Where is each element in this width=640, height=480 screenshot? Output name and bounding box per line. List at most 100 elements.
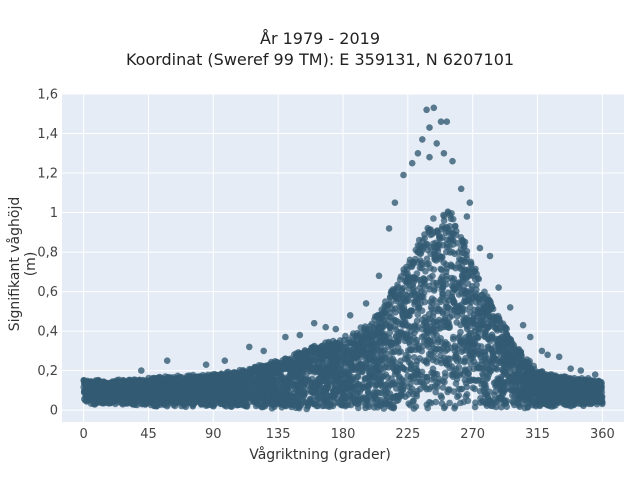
- data-point: [360, 384, 367, 391]
- data-point: [437, 352, 444, 359]
- data-point: [210, 400, 218, 407]
- data-point: [438, 266, 446, 274]
- data-point: [420, 242, 428, 250]
- data-point: [371, 326, 378, 334]
- data-point: [505, 335, 512, 342]
- data-point: [471, 276, 479, 283]
- data-point: [397, 387, 405, 394]
- data-point: [140, 394, 147, 402]
- data-point: [414, 387, 421, 395]
- data-point: [382, 386, 390, 393]
- data-point: [458, 249, 466, 257]
- data-point: [427, 231, 434, 239]
- data-point: [471, 385, 479, 393]
- data-point: [450, 275, 458, 282]
- data-point: [460, 287, 468, 294]
- data-point: [434, 230, 442, 237]
- data-point: [254, 401, 262, 408]
- data-point: [95, 390, 102, 398]
- data-point: [467, 309, 474, 316]
- data-point: [439, 284, 447, 292]
- data-point: [495, 314, 503, 322]
- data-point: [452, 351, 460, 358]
- data-point: [458, 301, 465, 309]
- chart-title: År 1979 - 2019: [260, 29, 380, 48]
- data-point: [498, 403, 505, 411]
- data-point: [499, 355, 507, 363]
- data-point: [437, 392, 445, 400]
- data-point: [442, 261, 450, 268]
- data-point: [450, 371, 458, 378]
- data-point: [548, 403, 555, 410]
- data-point: [471, 341, 478, 349]
- data-point: [428, 369, 435, 377]
- data-point: [418, 347, 426, 355]
- data-point: [446, 314, 454, 321]
- data-point: [442, 303, 450, 311]
- data-point: [497, 393, 504, 401]
- data-point: [234, 375, 242, 383]
- data-point: [448, 230, 456, 237]
- data-point: [441, 403, 449, 410]
- data-point: [422, 268, 429, 275]
- data-point: [430, 337, 437, 344]
- data-point: [439, 384, 447, 391]
- data-point: [452, 264, 459, 272]
- data-point: [453, 375, 461, 383]
- data-point: [346, 385, 354, 392]
- data-point: [457, 399, 464, 407]
- data-point: [487, 361, 495, 368]
- data-point: [454, 308, 461, 316]
- data-point: [464, 273, 471, 281]
- data-point: [455, 392, 463, 399]
- data-point: [409, 307, 416, 315]
- data-point: [487, 402, 495, 410]
- data-point: [377, 311, 384, 319]
- data-point: [486, 333, 494, 340]
- data-point: [377, 402, 385, 409]
- data-point: [171, 392, 178, 400]
- data-point: [484, 343, 492, 351]
- data-point: [437, 356, 444, 364]
- data-point: [402, 351, 410, 359]
- data-point: [429, 272, 436, 280]
- data-point: [427, 304, 435, 311]
- data-point: [431, 253, 438, 261]
- data-point: [483, 396, 491, 404]
- data-point: [340, 343, 347, 351]
- data-point: [471, 324, 478, 332]
- data-point: [388, 343, 395, 350]
- data-point: [467, 348, 475, 356]
- data-point: [386, 329, 394, 336]
- data-point: [416, 264, 424, 272]
- data-point: [300, 393, 308, 400]
- data-point: [535, 402, 543, 409]
- data-point: [446, 223, 454, 230]
- data-point: [495, 359, 502, 367]
- data-point: [432, 388, 440, 396]
- data-point: [457, 321, 464, 329]
- data-point: [473, 286, 480, 294]
- data-point: [524, 403, 532, 411]
- data-point: [398, 376, 406, 383]
- data-point: [414, 259, 422, 266]
- data-point: [446, 324, 453, 331]
- data-point: [465, 266, 473, 273]
- data-point: [349, 338, 357, 345]
- data-point: [509, 398, 516, 405]
- data-point: [279, 376, 286, 384]
- data-point: [281, 394, 289, 401]
- data-point: [372, 382, 379, 390]
- data-point: [303, 370, 310, 378]
- data-point: [443, 361, 451, 368]
- data-point: [446, 355, 454, 363]
- data-point: [575, 396, 582, 403]
- data-point: [364, 325, 371, 333]
- data-point: [292, 352, 300, 360]
- data-point: [430, 215, 437, 222]
- data-point: [192, 375, 199, 382]
- data-point: [431, 285, 438, 293]
- data-point: [365, 383, 372, 391]
- data-point: [476, 388, 484, 395]
- data-point: [533, 374, 541, 381]
